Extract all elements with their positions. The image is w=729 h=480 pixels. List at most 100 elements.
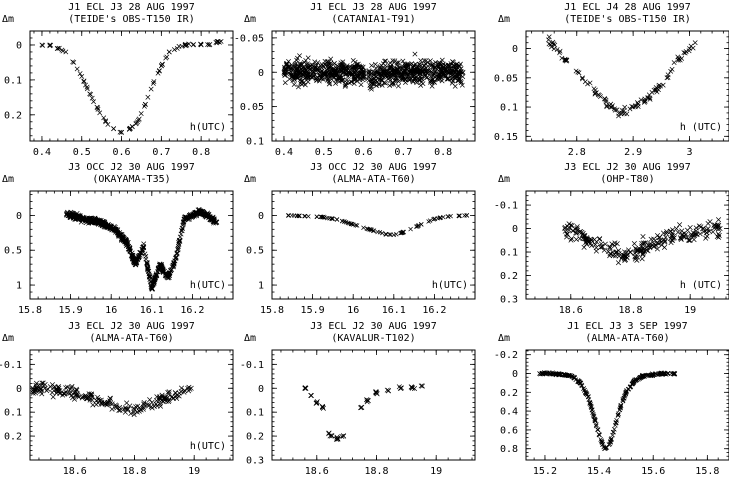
data-point-cross (140, 248, 145, 254)
data-point-cross (54, 46, 60, 51)
y-tick-label: 0.2 (500, 271, 518, 282)
data-point-cross (634, 257, 640, 263)
data-point-cross (179, 43, 185, 49)
data-point-cross (428, 73, 434, 79)
y-axis-label: Δm (244, 14, 256, 25)
data-point-cross (312, 59, 318, 65)
data-point-cross (657, 371, 663, 376)
data-point-cross (557, 50, 562, 56)
data-point-cross (83, 82, 88, 88)
data-point-cross (74, 66, 80, 72)
data-point-cross (671, 60, 677, 66)
data-point-cross (588, 402, 593, 407)
data-point-cross (116, 407, 122, 413)
data-point-cross (71, 59, 77, 65)
data-point-cross (166, 389, 172, 395)
data-point-cross (374, 83, 379, 89)
data-point-cross (556, 372, 562, 377)
data-point-cross (686, 48, 692, 54)
data-point-cross (643, 247, 650, 253)
data-point-cross (345, 66, 351, 72)
data-point-cross (166, 49, 172, 55)
data-point-cross (411, 386, 418, 392)
data-point-cross (598, 437, 604, 442)
y-tick-label: 0 (258, 68, 264, 79)
data-point-cross (668, 68, 674, 74)
data-point-cross (631, 241, 637, 247)
x-tick-label: 18.8 (618, 305, 642, 316)
data-point-cross (616, 113, 621, 119)
data-point-cross (449, 70, 455, 76)
data-point-cross (389, 81, 395, 87)
data-point-cross (613, 420, 619, 425)
data-point-cross (54, 388, 61, 394)
data-point-cross (345, 73, 351, 79)
data-point-cross (673, 225, 680, 232)
data-point-cross (662, 238, 668, 244)
data-point-cross (89, 217, 95, 223)
data-point-cross (295, 84, 301, 90)
data-point-cross (573, 68, 579, 74)
data-point-cross (456, 75, 462, 81)
data-point-cross (102, 219, 108, 225)
data-point-cross (434, 76, 440, 82)
data-point-cross (308, 393, 314, 399)
data-point-cross (656, 235, 662, 241)
x-tick-label: 16.1 (382, 305, 406, 316)
data-point-cross (431, 217, 436, 222)
x-tick-label: 0.5 (315, 147, 333, 158)
panel-subtitle: (ALMA-ATA-T60) (331, 174, 415, 185)
data-point-cross (419, 79, 424, 85)
data-point-cross (622, 257, 628, 263)
data-point-cross (691, 236, 697, 243)
data-point-cross (612, 107, 618, 113)
data-point-cross (144, 260, 150, 266)
data-point-cross (177, 238, 183, 244)
data-point-cross (454, 61, 460, 67)
data-point-cross (300, 71, 305, 77)
data-point-cross (143, 256, 149, 262)
data-point-cross (438, 75, 444, 81)
data-point-cross (615, 413, 621, 418)
data-point-cross (599, 440, 605, 446)
plot-frame (525, 349, 729, 461)
data-point-cross (319, 68, 325, 74)
data-point-cross (579, 75, 585, 81)
data-point-cross (359, 67, 365, 73)
data-point-cross (318, 76, 324, 82)
data-point-cross (411, 73, 417, 79)
data-point-cross (452, 75, 458, 81)
data-point-cross (289, 62, 295, 68)
data-point-cross (126, 243, 131, 249)
data-point-cross (464, 213, 469, 218)
x-tick-label: 2.8 (568, 147, 586, 158)
data-point-cross (439, 71, 445, 76)
data-point-cross (63, 385, 69, 391)
data-point-cross (73, 386, 79, 392)
data-point-cross (324, 59, 330, 65)
y-tick-label: -0.05 (234, 33, 264, 44)
data-point-cross (458, 80, 464, 86)
data-point-cross (683, 49, 689, 54)
data-point-cross (141, 241, 147, 247)
data-point-cross (359, 404, 365, 410)
data-point-cross (339, 68, 345, 74)
data-point-cross (610, 432, 615, 438)
data-point-cross (372, 69, 378, 75)
data-point-cross (366, 68, 372, 74)
data-point-cross (42, 381, 48, 388)
data-point-cross (432, 64, 438, 70)
data-point-cross (305, 55, 311, 61)
data-point-cross (49, 382, 55, 388)
data-point-cross (707, 219, 713, 225)
data-point-cross (361, 225, 366, 231)
data-point-cross (391, 81, 397, 87)
data-point-cross (585, 239, 591, 245)
data-point-cross (160, 268, 166, 274)
data-point-cross (141, 401, 147, 407)
data-point-cross (584, 236, 590, 242)
plot-frame (271, 349, 476, 461)
data-point-cross (89, 95, 95, 101)
data-point-cross (181, 389, 187, 395)
y-axis-label: Δm (2, 174, 14, 185)
